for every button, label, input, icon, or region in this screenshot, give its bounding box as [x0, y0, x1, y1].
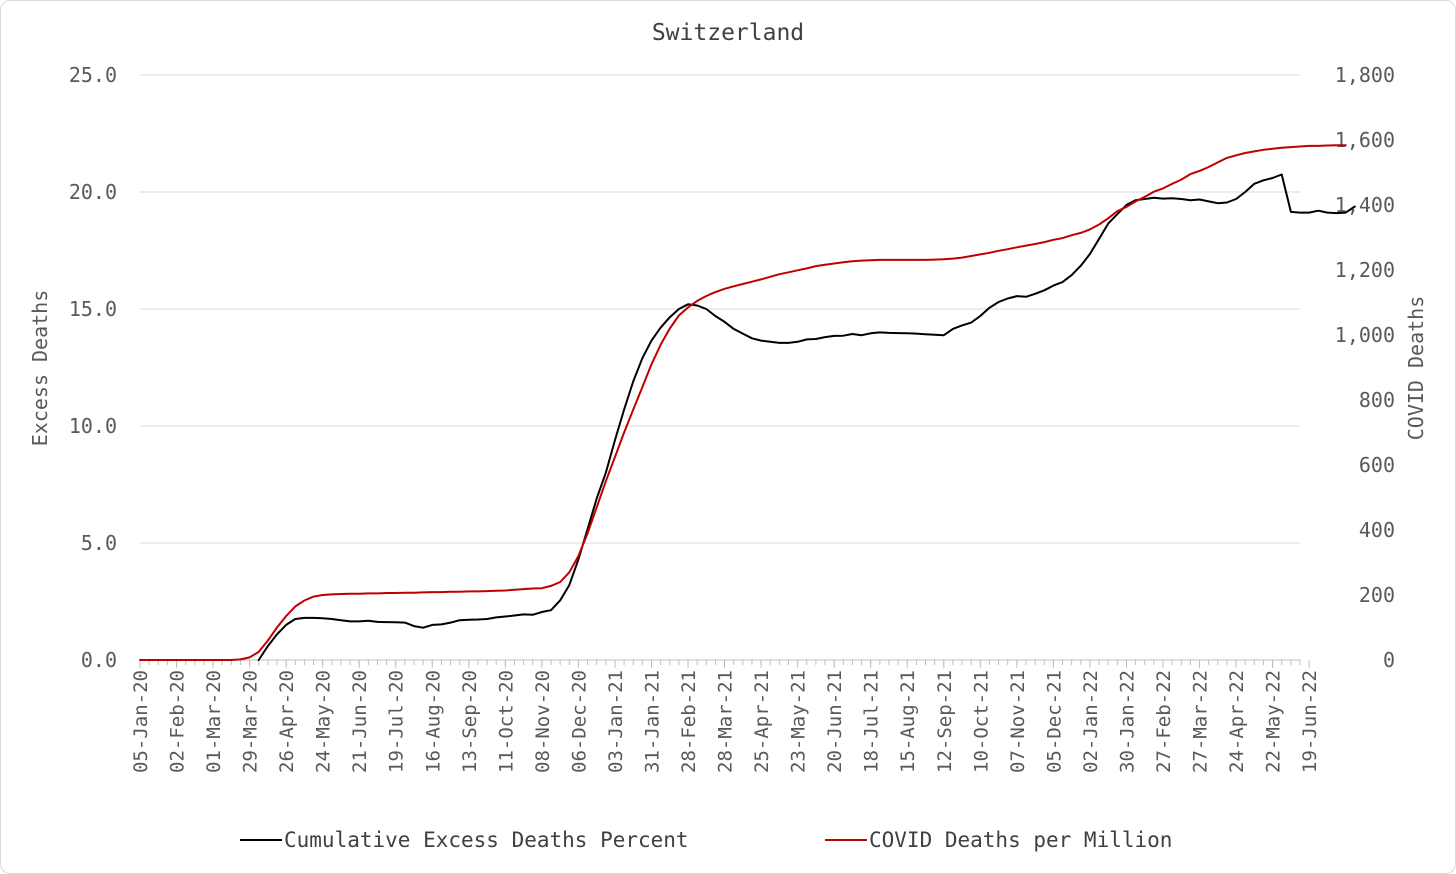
- x-tick-label: 16-Aug-20: [422, 670, 444, 773]
- x-tick-label: 13-Sep-20: [459, 670, 481, 773]
- left-tick-label: 20.0: [69, 180, 117, 204]
- right-tick-label: 800: [1359, 388, 1395, 412]
- right-tick-label: 1,800: [1335, 63, 1395, 87]
- x-tick-label: 19-Jun-22: [1299, 670, 1321, 773]
- right-axis-title: COVID Deaths: [1404, 296, 1428, 441]
- x-tick-label: 24-May-20: [313, 670, 335, 773]
- x-tick-label: 08-Nov-20: [532, 670, 554, 773]
- x-tick-label: 24-Apr-22: [1226, 670, 1248, 773]
- series-line: [139, 144, 1347, 661]
- left-axis-title: Excess Deaths: [28, 290, 52, 447]
- left-axis-ticks: 0.0 5.0 10.0 15.0 20.0 25.0: [69, 63, 117, 672]
- left-tick-label: 15.0: [69, 297, 117, 321]
- x-tick-label: 18-Jul-21: [861, 670, 883, 773]
- chart-title: Switzerland: [652, 20, 804, 46]
- series-line: [257, 173, 1356, 661]
- x-tick-label: 01-Mar-20: [203, 670, 225, 773]
- x-tick-label: 19-Jul-20: [386, 670, 408, 773]
- x-tick-label: 28-Feb-21: [678, 670, 700, 773]
- x-tick-label: 05-Dec-21: [1043, 670, 1065, 773]
- left-tick-label: 25.0: [69, 63, 117, 87]
- x-tick-label: 22-May-22: [1263, 670, 1285, 773]
- x-tick-label: 21-Jun-20: [349, 670, 371, 773]
- x-tick-label: 03-Jan-21: [605, 670, 627, 773]
- legend: Cumulative Excess Deaths Percent COVID De…: [240, 828, 1172, 852]
- right-tick-label: 1,600: [1335, 128, 1395, 152]
- x-tick-label: 28-Mar-21: [715, 670, 737, 773]
- x-tick-label: 02-Feb-20: [167, 670, 189, 773]
- left-tick-label: 10.0: [69, 414, 117, 438]
- right-tick-label: 400: [1359, 518, 1395, 542]
- x-tick-label: 30-Jan-22: [1116, 670, 1138, 773]
- x-tick-label: 12-Sep-21: [934, 670, 956, 773]
- right-tick-label: 1,000: [1335, 323, 1395, 347]
- series-lines: [139, 144, 1356, 661]
- x-tick-label: 27-Mar-22: [1190, 670, 1212, 773]
- x-tick-label: 02-Jan-22: [1080, 670, 1102, 773]
- x-tick-label: 05-Jan-20: [130, 670, 152, 773]
- right-tick-label: 0: [1383, 648, 1395, 672]
- left-tick-label: 0.0: [81, 648, 117, 672]
- x-tick-label: 15-Aug-21: [897, 670, 919, 773]
- x-tick-label: 20-Jun-21: [824, 670, 846, 773]
- x-tick-label: 07-Nov-21: [1007, 670, 1029, 773]
- x-tick-label: 06-Dec-20: [568, 670, 590, 773]
- x-tick-label: 27-Feb-22: [1153, 670, 1175, 773]
- right-tick-label: 600: [1359, 453, 1395, 477]
- x-tick-label: 26-Apr-20: [276, 670, 298, 773]
- left-tick-label: 5.0: [81, 531, 117, 555]
- right-tick-label: 200: [1359, 583, 1395, 607]
- legend-label: COVID Deaths per Million: [869, 828, 1172, 852]
- x-tick-label: 11-Oct-20: [495, 670, 517, 773]
- x-tick-label: 29-Mar-20: [240, 670, 262, 773]
- x-tick-label: 31-Jan-21: [641, 670, 663, 773]
- legend-label: Cumulative Excess Deaths Percent: [284, 828, 689, 852]
- right-tick-label: 1,200: [1335, 258, 1395, 282]
- x-tick-label: 25-Apr-21: [751, 670, 773, 773]
- gridlines: [140, 74, 1300, 661]
- x-tick-label: 10-Oct-21: [970, 670, 992, 773]
- x-tick-label: 23-May-21: [788, 670, 810, 773]
- x-axis-ticks: 05-Jan-20 02-Feb-20 01-Mar-20 29-Mar-20 26-A…: [130, 659, 1321, 773]
